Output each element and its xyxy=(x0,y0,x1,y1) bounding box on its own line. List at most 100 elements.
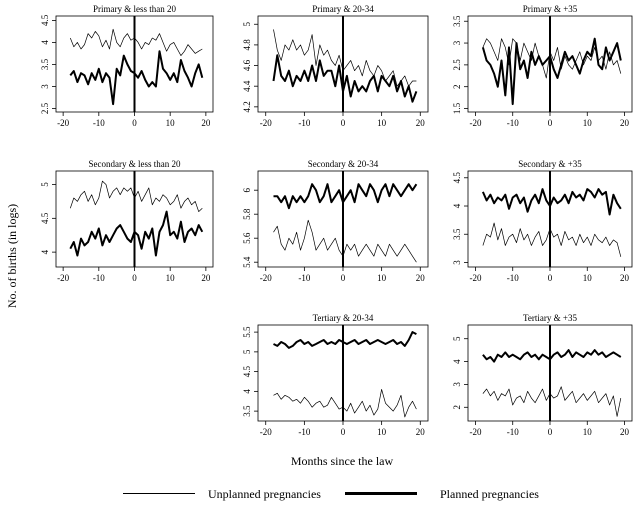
legend-planned: Planned pregnancies xyxy=(345,484,595,504)
x-tick-label: 20 xyxy=(416,118,426,128)
series-line-planned xyxy=(69,210,204,257)
series-line-unplanned xyxy=(482,386,622,417)
y-tick-label: 4.6 xyxy=(242,59,252,71)
y-tick-label: 2.5 xyxy=(40,102,50,114)
x-tick-label: -10 xyxy=(298,273,310,283)
panel-title: Secondary & +35 xyxy=(518,159,582,169)
x-tick-label: -20 xyxy=(469,427,481,437)
y-tick-label: 2 xyxy=(452,405,462,410)
panel-title: Secondary & less than 20 xyxy=(89,159,181,169)
y-tick-label: 5.5 xyxy=(242,326,252,338)
y-tick-label: 4.5 xyxy=(242,365,252,377)
x-tick-label: 0 xyxy=(548,273,553,283)
y-tick-label: 3 xyxy=(452,40,462,45)
y-tick-label: 3 xyxy=(40,84,50,89)
x-tick-label: -10 xyxy=(507,427,519,437)
x-tick-label: 10 xyxy=(583,118,593,128)
x-tick-label: 20 xyxy=(620,273,630,283)
y-tick-label: 3.5 xyxy=(452,15,462,27)
series-line-planned xyxy=(273,331,417,349)
y-tick-label: 6 xyxy=(242,187,252,192)
x-tick-label: -10 xyxy=(93,273,105,283)
y-tick-label: 5.8 xyxy=(242,208,252,220)
x-tick-label: 20 xyxy=(201,118,211,128)
x-tick-label: 20 xyxy=(620,118,630,128)
y-tick-label: 4 xyxy=(242,389,252,394)
y-axis-label: No. of births (in logs) xyxy=(5,204,19,308)
panel-3: Primary & +35 -20 -10 0 10 20 1.5 2 2.5 3 3.5 xyxy=(452,4,633,128)
x-tick-label: -10 xyxy=(298,427,310,437)
panel-title: Tertiary & 20-34 xyxy=(313,313,374,323)
y-tick-label: 5.6 xyxy=(242,232,252,244)
x-tick-label: 0 xyxy=(548,427,553,437)
series-line-unplanned xyxy=(69,28,203,56)
x-tick-label: 20 xyxy=(201,273,211,283)
x-tick-label: 10 xyxy=(166,273,176,283)
legend-label-unplanned: Unplanned pregnancies xyxy=(208,487,321,501)
series-line-unplanned xyxy=(273,219,417,263)
series-line-planned xyxy=(272,54,418,103)
y-tick-label: 5 xyxy=(242,349,252,354)
x-axis-label: Months since the law xyxy=(291,454,394,468)
y-tick-label: 4 xyxy=(452,359,462,364)
panel-title: Secondary & 20-34 xyxy=(308,159,379,169)
x-tick-label: -10 xyxy=(507,273,519,283)
y-tick-label: 5 xyxy=(40,182,50,187)
panel-title: Primary & +35 xyxy=(523,4,578,14)
x-tick-label: 20 xyxy=(416,273,426,283)
x-tick-label: 0 xyxy=(132,118,137,128)
legend-label-planned: Planned pregnancies xyxy=(440,487,539,501)
x-tick-label: 0 xyxy=(341,427,346,437)
x-tick-label: -20 xyxy=(469,118,481,128)
x-tick-label: 10 xyxy=(583,427,593,437)
panel-5: Secondary & 20-34 -20 -10 0 10 20 5.4 5.6 5.8 6 xyxy=(242,159,429,283)
x-tick-label: -10 xyxy=(298,118,310,128)
y-tick-label: 3.5 xyxy=(452,228,462,240)
x-tick-label: -20 xyxy=(469,273,481,283)
legend-line-unplanned xyxy=(123,493,195,494)
series-line-unplanned xyxy=(482,222,622,257)
x-tick-label: 10 xyxy=(377,427,387,437)
x-tick-label: -20 xyxy=(57,118,69,128)
y-tick-label: 4 xyxy=(452,203,462,208)
series-line-planned xyxy=(481,37,622,106)
x-tick-label: -10 xyxy=(507,118,519,128)
series-line-unplanned xyxy=(69,180,203,212)
y-tick-label: 3.5 xyxy=(40,58,50,70)
y-tick-label: 3 xyxy=(452,382,462,387)
panel-title: Primary & 20-34 xyxy=(312,4,374,14)
legend-unplanned: Unplanned pregnancies xyxy=(123,484,373,504)
y-tick-label: 4.2 xyxy=(242,101,252,112)
x-tick-label: 0 xyxy=(341,273,346,283)
legend-line-planned xyxy=(345,492,417,495)
x-tick-label: -10 xyxy=(93,118,105,128)
y-tick-label: 2 xyxy=(452,84,462,89)
series-line-unplanned xyxy=(273,29,417,87)
y-tick-label: 4 xyxy=(40,249,50,254)
panel-title: Primary & less than 20 xyxy=(93,4,176,14)
y-tick-label: 3.5 xyxy=(242,405,252,417)
series-line-unplanned xyxy=(273,389,417,418)
x-tick-label: 0 xyxy=(132,273,137,283)
x-tick-label: 20 xyxy=(416,427,426,437)
y-tick-label: 4.5 xyxy=(40,14,50,26)
y-tick-label: 3 xyxy=(452,260,462,265)
y-tick-label: 1.5 xyxy=(452,102,462,114)
x-tick-label: -20 xyxy=(57,273,69,283)
x-tick-label: -20 xyxy=(260,118,272,128)
y-tick-label: 5 xyxy=(452,336,462,341)
y-tick-label: 2.5 xyxy=(452,59,462,71)
series-line-planned xyxy=(69,50,204,106)
panel-7: Tertiary & 20-34 -20 -10 0 10 20 3.5 4 4.5 5 5.5 xyxy=(242,313,429,437)
x-tick-label: 0 xyxy=(548,118,553,128)
panel-2: Primary & 20-34 -20 -10 0 10 20 4.2 4.4 4.6 4.8 5 xyxy=(242,4,429,128)
panel-4: Secondary & less than 20 -20 -10 0 10 20 4 4.5 5 xyxy=(40,159,214,283)
x-tick-label: 10 xyxy=(377,273,387,283)
x-tick-label: -20 xyxy=(260,427,272,437)
x-tick-label: 0 xyxy=(341,118,346,128)
y-tick-label: 4.5 xyxy=(452,172,462,184)
panel-8: Tertiary & +35 -20 -10 0 10 20 2 3 4 5 xyxy=(452,313,633,437)
series-line-planned xyxy=(481,188,622,216)
y-tick-label: 4 xyxy=(40,40,50,45)
